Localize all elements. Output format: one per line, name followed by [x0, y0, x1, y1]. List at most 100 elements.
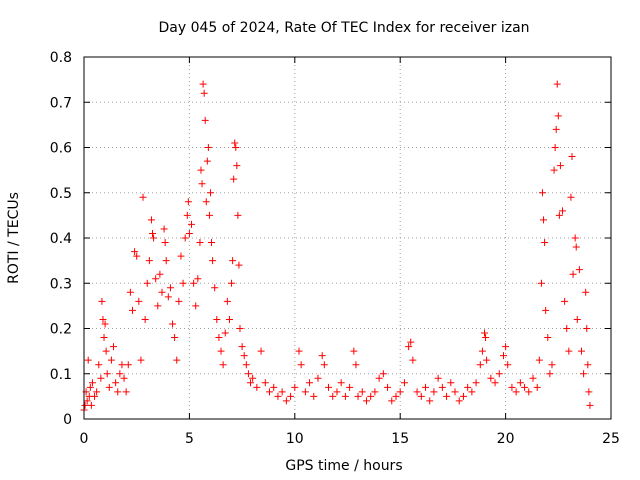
data-point	[87, 401, 95, 409]
data-point	[192, 302, 200, 310]
data-point	[184, 198, 192, 206]
data-point	[112, 379, 120, 387]
data-point	[555, 211, 563, 219]
chart-title: Day 045 of 2024, Rate Of TEC Index for r…	[158, 20, 529, 36]
data-point	[188, 220, 196, 228]
data-point	[584, 361, 592, 369]
data-point	[105, 383, 113, 391]
data-point	[575, 266, 583, 274]
data-point	[242, 361, 250, 369]
data-point	[585, 388, 593, 396]
data-point	[261, 379, 269, 387]
y-tick-label: 0.2	[50, 322, 72, 338]
data-point	[341, 392, 349, 400]
data-point	[512, 388, 520, 396]
data-point	[234, 211, 242, 219]
data-point	[282, 397, 290, 405]
data-point	[430, 388, 438, 396]
data-point	[482, 334, 490, 342]
data-point	[455, 397, 463, 405]
data-point	[367, 392, 375, 400]
data-point	[583, 325, 591, 332]
data-point	[499, 352, 507, 360]
data-point	[228, 279, 236, 287]
x-tick-label: 25	[602, 431, 620, 447]
data-point	[400, 379, 408, 387]
data-point	[88, 379, 96, 387]
data-point	[229, 257, 237, 265]
data-point	[572, 243, 580, 251]
data-point	[451, 388, 459, 396]
data-point	[190, 279, 198, 287]
data-point	[318, 352, 326, 360]
data-point	[573, 315, 581, 323]
data-point	[464, 383, 472, 391]
x-tick-label: 15	[391, 431, 409, 447]
data-point	[352, 361, 360, 369]
data-point	[392, 392, 400, 400]
data-point	[266, 388, 274, 396]
data-point	[149, 229, 157, 237]
data-point	[95, 361, 103, 369]
data-point	[379, 370, 387, 378]
data-point	[150, 234, 158, 242]
y-tick-label: 0.7	[50, 95, 72, 111]
data-point	[162, 257, 170, 265]
data-point	[556, 162, 564, 170]
data-point	[198, 180, 206, 188]
data-point	[141, 315, 149, 323]
data-point	[238, 343, 246, 351]
data-point	[126, 288, 134, 296]
data-point	[97, 374, 105, 382]
data-point	[203, 157, 211, 165]
data-point	[405, 343, 413, 351]
data-point	[538, 189, 546, 197]
data-point	[502, 343, 510, 351]
data-point	[114, 388, 122, 396]
data-point	[459, 392, 467, 400]
data-point	[215, 334, 223, 342]
data-point	[103, 370, 111, 378]
data-point	[244, 370, 252, 378]
data-point	[270, 383, 278, 391]
data-point	[122, 388, 130, 396]
data-point	[147, 216, 155, 224]
data-point	[468, 388, 476, 396]
data-point	[160, 225, 168, 233]
data-point	[544, 334, 552, 342]
data-point	[346, 383, 354, 391]
data-point	[177, 252, 185, 260]
data-point	[571, 234, 579, 242]
data-point	[158, 288, 166, 296]
data-point	[553, 80, 561, 88]
data-point	[169, 320, 177, 328]
data-point	[546, 370, 554, 378]
data-point	[565, 347, 573, 355]
data-point	[118, 361, 126, 369]
y-tick-label: 0.6	[50, 141, 72, 157]
data-point	[143, 279, 151, 287]
data-point	[240, 352, 248, 360]
data-point	[551, 144, 559, 151]
data-point	[521, 383, 529, 391]
data-point	[434, 374, 442, 382]
data-point	[101, 320, 109, 328]
data-point	[537, 279, 545, 287]
data-point	[124, 361, 132, 369]
data-point	[179, 279, 187, 287]
data-point	[209, 257, 217, 265]
data-point	[131, 248, 139, 256]
data-point	[384, 383, 392, 391]
data-point	[205, 211, 213, 219]
x-axis-label: GPS time / hours	[285, 458, 402, 474]
data-point	[233, 162, 241, 170]
data-point	[388, 397, 396, 405]
data-point	[542, 306, 550, 314]
data-point	[561, 297, 569, 305]
data-point	[567, 193, 575, 201]
data-point	[235, 261, 243, 269]
data-point	[274, 392, 282, 400]
data-point	[161, 239, 169, 247]
y-tick-label: 0.5	[50, 186, 72, 202]
data-point	[133, 252, 141, 260]
